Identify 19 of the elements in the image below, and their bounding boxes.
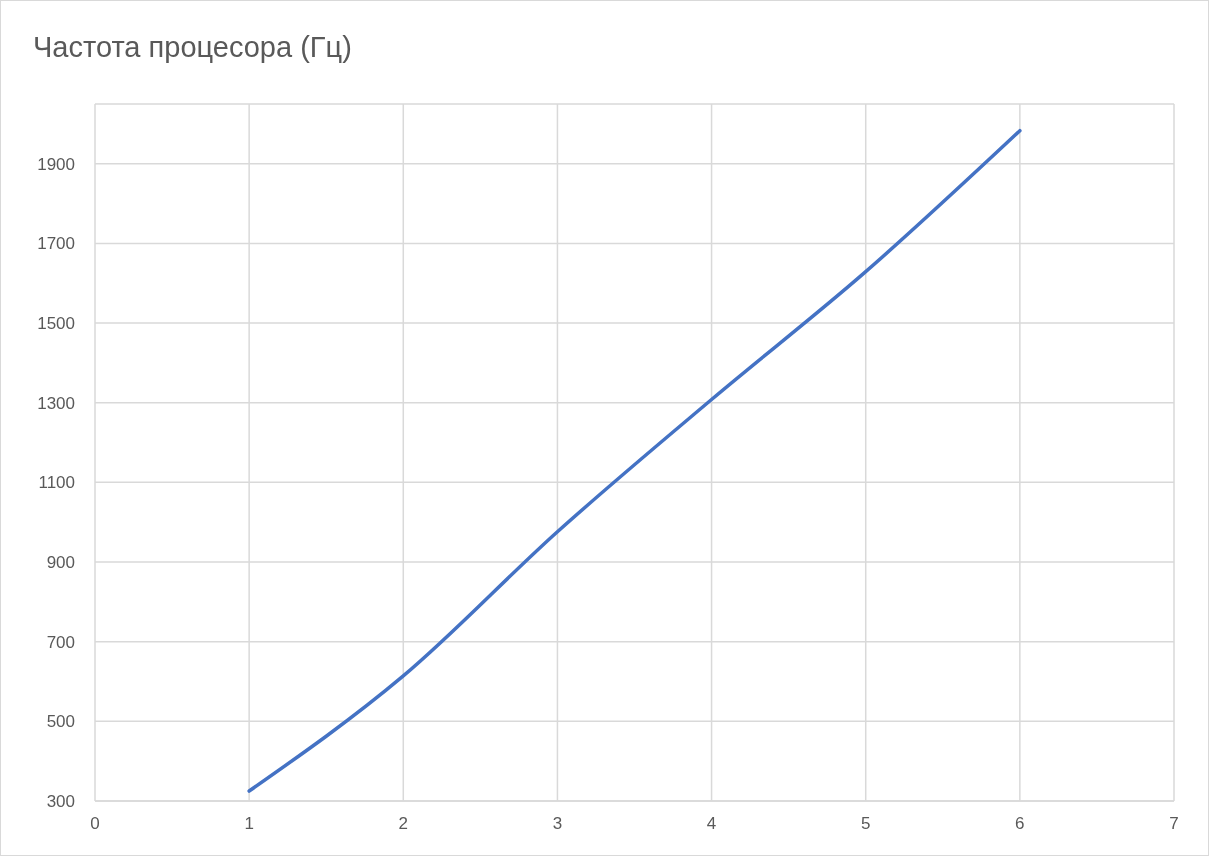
y-tick-label: 1900 [37, 154, 75, 174]
y-tick-label: 500 [46, 712, 75, 732]
x-tick-label: 0 [90, 814, 100, 834]
x-tick-label: 3 [552, 814, 563, 834]
y-tick-label: 1300 [37, 393, 75, 413]
y-tick-label: 900 [46, 553, 75, 573]
x-tick-label: 7 [1169, 814, 1179, 834]
x-tick-label: 4 [706, 814, 717, 834]
x-tick-label: 6 [1015, 814, 1025, 834]
y-tick-label: 700 [46, 632, 75, 652]
x-tick-label: 5 [860, 814, 871, 834]
chart-title: Частота процесора (Гц) [33, 31, 352, 64]
x-tick-label: 1 [244, 814, 254, 834]
y-tick-label: 1500 [37, 314, 75, 334]
x-tick-label: 2 [398, 814, 409, 834]
y-tick-label: 1100 [38, 473, 75, 493]
line-series [247, 128, 1022, 793]
y-tick-label: 1700 [37, 234, 75, 254]
y-tick-label: 300 [46, 792, 75, 812]
